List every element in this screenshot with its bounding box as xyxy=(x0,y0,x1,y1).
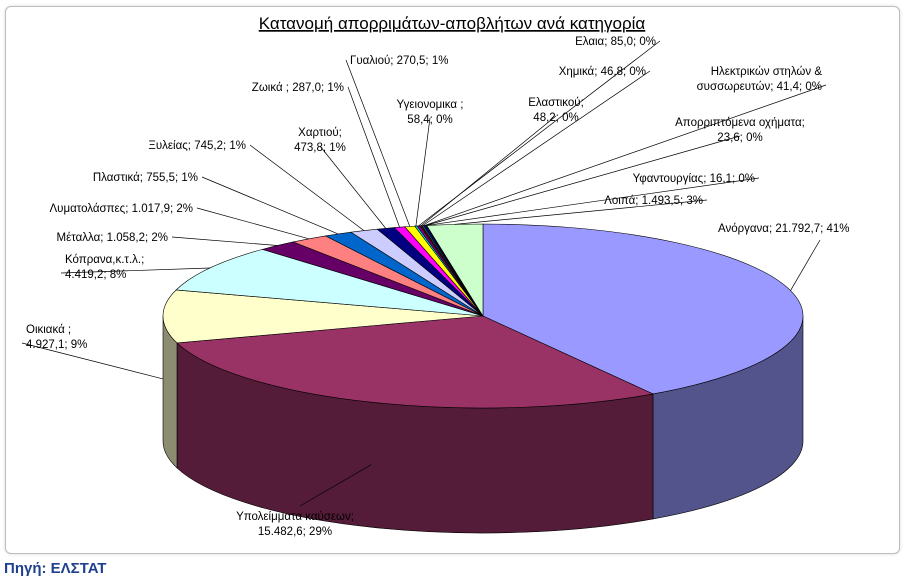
leader-line-18 xyxy=(454,199,708,225)
leader-line-10 xyxy=(345,59,411,227)
slice-label-11: Υγειονομικα ; 58,4; 0% xyxy=(397,99,464,126)
slice-labels: Ανόργανα; 21.792,7; 41% Υπολείμματα καύσε… xyxy=(26,36,850,538)
slice-label-13: Ελαστικού; 48,2; 0% xyxy=(528,97,584,124)
leader-line-8 xyxy=(319,145,387,229)
slice-2 xyxy=(162,289,484,344)
leader-line-17 xyxy=(426,177,760,226)
pie-chart: Κατανομή απορριμάτων-αποβλήτων ανά κατηγ… xyxy=(21,14,850,538)
slice-label-0: Ανόργανα; 21.792,7; 41% xyxy=(718,223,850,235)
leader-line-13 xyxy=(420,115,557,227)
slice-label-5: Λυματολάσπες; 1.017,9; 2% xyxy=(50,203,194,215)
chart-title: Κατανομή απορριμάτων-αποβλήτων ανά κατηγ… xyxy=(259,14,646,33)
slice-label-12: Ελαια; 85,0; 0% xyxy=(575,36,656,48)
slice-label-9: Ζωικά ; 287,0; 1% xyxy=(252,82,344,94)
leader-line-4 xyxy=(171,236,278,246)
slice-label-3: Κόπρανα,κ.τ.λ.; 4.419,2; 8% xyxy=(65,254,144,281)
source-note: Πηγή: ΕΛΣΤΑΤ xyxy=(4,560,107,577)
leader-line-6 xyxy=(201,176,339,235)
leader-line-9 xyxy=(347,86,400,228)
leader-line-14 xyxy=(422,70,651,226)
slice-label-6: Πλαστικά; 755,5; 1% xyxy=(93,172,198,184)
leader-line-0 xyxy=(790,239,821,291)
slice-label-14: Χημικά; 46,8; 0% xyxy=(559,66,646,78)
pie-top xyxy=(162,223,804,409)
slice-label-8: Χαρτιού; 473,8; 1% xyxy=(294,127,346,154)
slice-label-16: Απορριπτόμενα οχήματα; 23,6; 0% xyxy=(675,117,805,144)
leader-line-1 xyxy=(299,464,372,507)
slice-label-4: Μέταλλα; 1.058,2; 2% xyxy=(57,232,168,244)
pie-sides xyxy=(162,315,804,534)
leader-line-15 xyxy=(424,84,827,226)
slice-label-18: Λοιπά; 1.493,5; 3% xyxy=(604,195,703,207)
slice-label-10: Γυαλιού; 270,5; 1% xyxy=(350,55,448,67)
leader-line-2 xyxy=(21,342,164,380)
leader-line-3 xyxy=(60,267,210,274)
slice-label-2: Οικιακά ; 4.927,1; 9% xyxy=(26,324,87,351)
leader-lines xyxy=(21,40,827,507)
slice-label-15: Ηλεκτρικών στηλών & συσσωρευτών; 41,4; 0% xyxy=(697,66,823,93)
slice-1 xyxy=(176,315,655,409)
slice-label-17: Υφαντουργίας; 16,1; 0% xyxy=(633,173,755,185)
leader-line-5 xyxy=(196,207,310,240)
slice-label-7: Ξυλείας; 745,2; 1% xyxy=(148,140,246,152)
leader-line-16 xyxy=(425,135,741,226)
leader-line-7 xyxy=(249,144,365,231)
leader-line-11 xyxy=(415,117,431,227)
slice-label-1: Υπολείμματα καύσεων; 15.482,6; 29% xyxy=(236,511,354,538)
